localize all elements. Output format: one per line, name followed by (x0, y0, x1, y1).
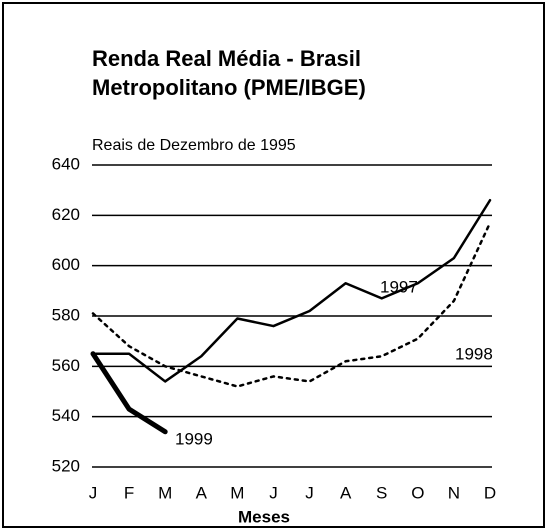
y-axis-label: Reais de Dezembro de 1995 (92, 137, 296, 154)
x-tick-label: S (376, 483, 387, 502)
series-label: 1998 (455, 344, 493, 363)
x-axis-label: Meses (238, 507, 290, 526)
y-tick-label: 620 (52, 205, 80, 224)
series-label: 1997 (380, 277, 418, 296)
chart-title: Metropolitano (PME/IBGE) (92, 75, 366, 100)
series-line (91, 221, 492, 388)
series-label: 1999 (175, 429, 213, 448)
x-tick-label: D (484, 483, 496, 502)
x-tick-label: O (411, 483, 424, 502)
y-tick-label: 580 (52, 305, 80, 324)
y-tick-label: 600 (52, 255, 80, 274)
series-line (91, 198, 492, 383)
y-tick-label: 540 (52, 406, 80, 425)
x-tick-label: J (305, 483, 314, 502)
x-tick-label: J (269, 483, 278, 502)
x-tick-label: N (448, 483, 460, 502)
series-line (90, 351, 168, 435)
y-tick-label: 520 (52, 456, 80, 475)
y-tick-label: 640 (52, 154, 80, 173)
x-tick-label: A (340, 483, 352, 502)
frame (2, 2, 545, 528)
x-tick-label: F (124, 483, 134, 502)
x-tick-label: J (89, 483, 98, 502)
chart-title: Renda Real Média - Brasil (92, 46, 361, 71)
x-tick-label: A (196, 483, 208, 502)
x-tick-label: M (158, 483, 172, 502)
y-tick-label: 560 (52, 356, 80, 375)
x-tick-label: M (230, 483, 244, 502)
